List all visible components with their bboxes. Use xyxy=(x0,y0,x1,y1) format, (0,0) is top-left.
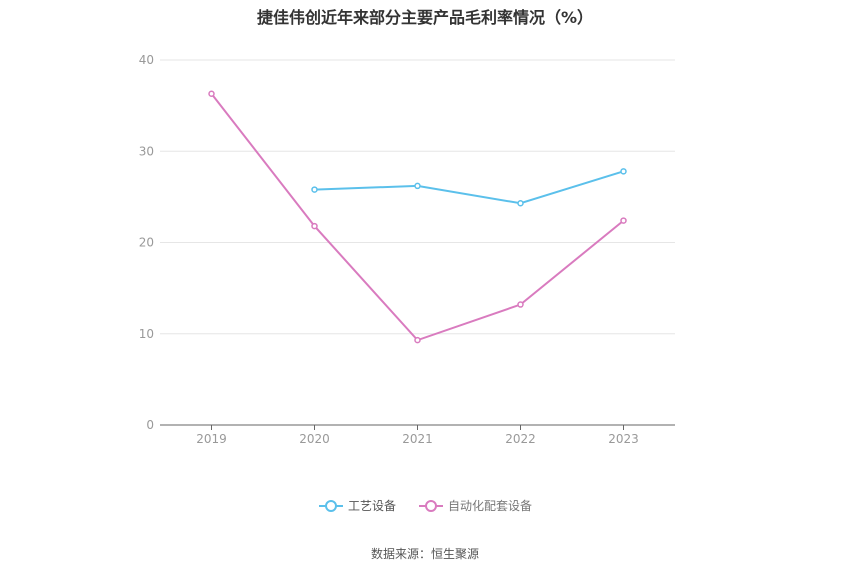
legend-label: 工艺设备 xyxy=(347,499,396,513)
data-point[interactable] xyxy=(517,301,524,308)
x-tick-label: 2021 xyxy=(402,432,433,446)
data-point[interactable] xyxy=(311,186,318,193)
legend-item-1[interactable]: 自动化配套设备 xyxy=(418,497,532,514)
data-point[interactable] xyxy=(620,168,627,175)
data-point[interactable] xyxy=(208,90,215,98)
x-axis: 2019 2020 2021 2022 2023 xyxy=(160,424,675,446)
y-tick-label: 10 xyxy=(139,327,154,341)
legend: 工艺设备 自动化配套设备 xyxy=(0,497,850,514)
y-axis-ticks: 0 10 20 30 40 xyxy=(139,53,154,432)
data-point[interactable] xyxy=(414,182,421,190)
x-tick-label: 2023 xyxy=(608,432,639,446)
legend-marker-icon xyxy=(419,499,443,512)
x-tick-label: 2022 xyxy=(505,432,536,446)
source-note: 数据来源：恒生聚源 xyxy=(370,547,479,561)
data-point[interactable] xyxy=(311,222,318,230)
legend-item-0[interactable]: 工艺设备 xyxy=(318,497,396,514)
series-lines xyxy=(208,90,627,344)
data-point[interactable] xyxy=(620,217,627,224)
series-line-1 xyxy=(210,93,625,342)
legend-label: 自动化配套设备 xyxy=(448,499,533,513)
x-tick-label: 2020 xyxy=(299,432,330,446)
legend-marker-icon xyxy=(318,499,343,512)
y-tick-label: 0 xyxy=(146,418,154,432)
y-tick-label: 20 xyxy=(139,236,154,250)
data-point[interactable] xyxy=(414,336,421,344)
x-tick-label: 2019 xyxy=(196,432,227,446)
grid-lines xyxy=(160,59,675,335)
series-line-0 xyxy=(314,170,624,205)
y-tick-label: 30 xyxy=(139,144,154,158)
data-point[interactable] xyxy=(517,200,524,207)
chart-title: 捷佳伟创近年来部分主要产品毛利率情况（%） xyxy=(256,8,594,27)
y-tick-label: 40 xyxy=(139,53,154,67)
